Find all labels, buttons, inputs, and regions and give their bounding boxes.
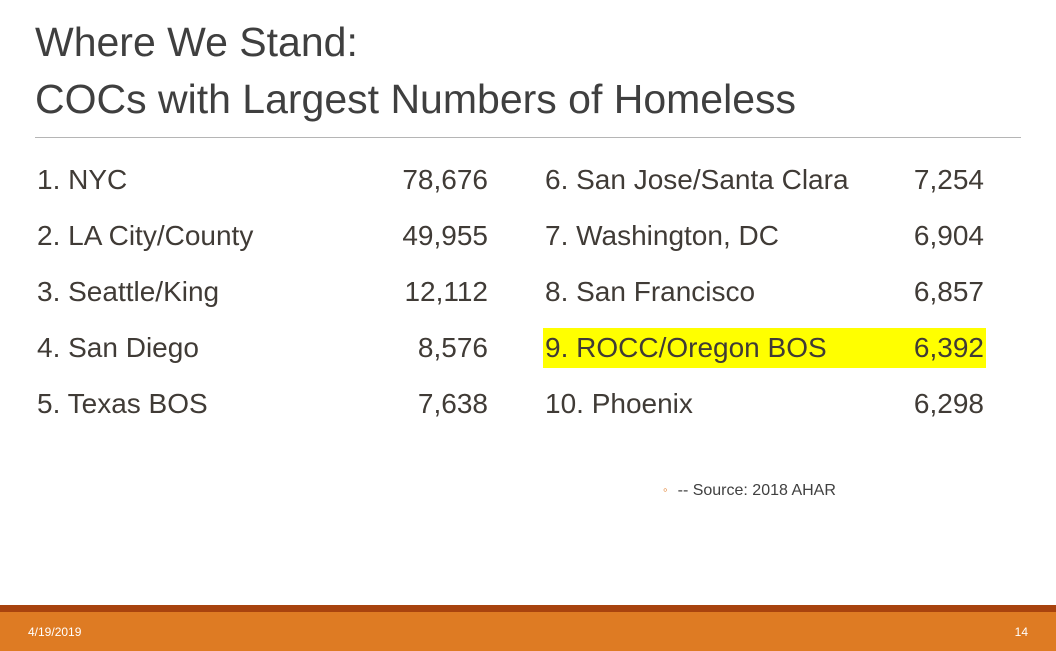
list-item: 3. Seattle/King 12,112 xyxy=(35,264,490,320)
footer-date: 4/19/2019 xyxy=(28,624,82,639)
source-text: -- Source: 2018 AHAR xyxy=(677,482,836,499)
coc-count: 6,904 xyxy=(913,219,984,251)
coc-name: 10. Phoenix xyxy=(545,387,693,419)
bullet-icon: ◦ xyxy=(663,482,668,497)
coc-name: 1. NYC xyxy=(37,163,128,195)
list-item-highlighted: 9. ROCC/Oregon BOS 6,392 xyxy=(543,320,986,376)
coc-count: 7,254 xyxy=(913,163,984,195)
coc-name: 4. San Diego xyxy=(37,331,199,363)
coc-count: 6,298 xyxy=(913,387,984,419)
source-note: ◦ -- Source: 2018 AHAR xyxy=(663,482,836,500)
list-item: 1. NYC 78,676 xyxy=(35,152,490,208)
coc-name: 8. San Francisco xyxy=(545,275,756,307)
slide-title-line2: COCs with Largest Numbers of Homeless xyxy=(35,76,797,123)
slide-number: 14 xyxy=(1014,624,1028,639)
coc-name: 6. San Jose/Santa Clara xyxy=(545,163,849,195)
coc-name: 9. ROCC/Oregon BOS xyxy=(545,331,827,363)
list-item: 7. Washington, DC 6,904 xyxy=(543,208,986,264)
list-item: 5. Texas BOS 7,638 xyxy=(35,376,490,432)
coc-name: 7. Washington, DC xyxy=(545,219,779,251)
coc-name: 2. LA City/County xyxy=(37,219,254,251)
ranking-column-left: 1. NYC 78,676 2. LA City/County 49,955 3… xyxy=(35,152,490,432)
list-item: 6. San Jose/Santa Clara 7,254 xyxy=(543,152,986,208)
slide-title: Where We Stand: COCs with Largest Number… xyxy=(35,14,1021,129)
coc-count: 49,955 xyxy=(402,219,488,251)
coc-count: 78,676 xyxy=(402,163,488,195)
slide-title-line1: Where We Stand: xyxy=(35,19,358,65)
coc-name: 5. Texas BOS xyxy=(37,387,208,419)
ranking-lists: 1. NYC 78,676 2. LA City/County 49,955 3… xyxy=(35,152,1021,432)
footer-bar: 4/19/2019 14 xyxy=(0,612,1056,651)
coc-count: 12,112 xyxy=(404,275,488,307)
coc-count: 6,857 xyxy=(913,275,984,307)
footer-accent-band xyxy=(0,605,1056,612)
slide-footer: 4/19/2019 14 xyxy=(0,605,1056,651)
list-item: 2. LA City/County 49,955 xyxy=(35,208,490,264)
list-item: 4. San Diego 8,576 xyxy=(35,320,490,376)
ranking-column-right: 6. San Jose/Santa Clara 7,254 7. Washing… xyxy=(543,152,986,432)
coc-count: 7,638 xyxy=(417,387,488,419)
coc-name: 3. Seattle/King xyxy=(37,275,220,307)
coc-count: 6,392 xyxy=(913,331,984,363)
coc-count: 8,576 xyxy=(417,331,488,363)
list-item: 10. Phoenix 6,298 xyxy=(543,376,986,432)
title-divider xyxy=(35,136,1021,138)
list-item: 8. San Francisco 6,857 xyxy=(543,264,986,320)
